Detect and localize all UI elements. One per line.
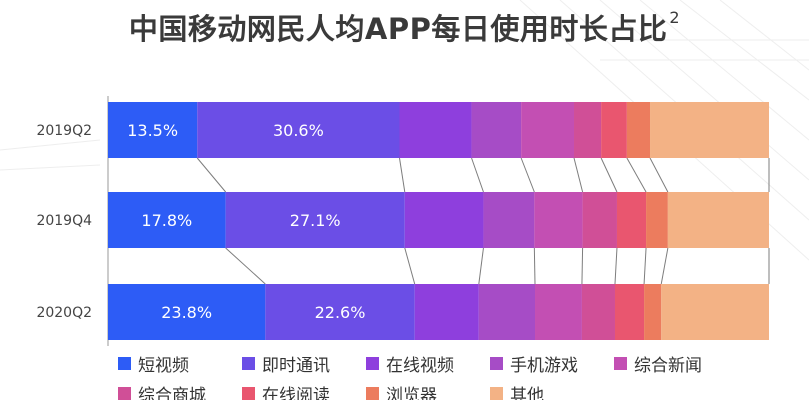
bar-segment <box>534 192 583 248</box>
connector-line <box>626 157 647 193</box>
bar-segment <box>108 192 226 248</box>
connector-line <box>660 247 669 285</box>
stacked-bar-chart: 2019Q2 13.5% 30.6% 2019Q4 17.8% 27.1% 2020Q2 23… <box>36 96 770 346</box>
legend-label: 手机游戏 <box>510 355 578 376</box>
legend-item: 浏览器 <box>366 381 490 400</box>
legend-swatch <box>242 356 255 370</box>
bar-segment <box>581 284 615 340</box>
data-label: 13.5% <box>127 121 178 140</box>
legend-item: 短视频 <box>118 351 242 376</box>
bar-segment <box>601 102 627 158</box>
bar-segment <box>108 284 266 340</box>
legend-swatch <box>118 386 131 400</box>
bar-segment <box>108 102 198 158</box>
data-label: 22.6% <box>315 303 366 322</box>
legend-row: 综合商城 在线阅读 浏览器 其他 <box>118 378 808 400</box>
bar-segment <box>667 192 769 248</box>
bar-segment <box>225 192 405 248</box>
legend-label: 综合商城 <box>138 385 206 400</box>
legend-swatch <box>614 356 627 370</box>
connector-line <box>573 157 584 193</box>
bar-segment <box>582 192 617 248</box>
connector-line <box>520 157 535 193</box>
legend-swatch <box>366 356 379 370</box>
connector-line <box>643 247 647 285</box>
bar-segment <box>265 284 415 340</box>
legend-row: 短视频 即时通讯 在线视频 手机游戏 综合新闻 <box>118 348 808 378</box>
bar-segment <box>521 102 575 158</box>
connector-line <box>225 247 266 285</box>
legend-item: 在线阅读 <box>242 381 366 400</box>
bar-segment <box>644 284 662 340</box>
legend-swatch <box>118 356 131 370</box>
bar-segment <box>616 192 647 248</box>
data-label: 27.1% <box>290 211 341 230</box>
bar-segment <box>483 192 535 248</box>
chart-legend: 短视频 即时通讯 在线视频 手机游戏 综合新闻综合商城 在线阅读 浏览器 其他 <box>118 348 808 400</box>
data-label: 23.8% <box>161 303 212 322</box>
category-label: 2020Q2 <box>36 305 92 321</box>
legend-swatch <box>242 386 255 400</box>
bar-segment <box>404 192 484 248</box>
connector-line <box>614 247 618 285</box>
category-label: 2019Q4 <box>36 213 92 229</box>
legend-swatch <box>490 356 503 370</box>
legend-item: 手机游戏 <box>490 351 614 376</box>
bar-segment <box>574 102 602 158</box>
legend-swatch <box>366 386 379 400</box>
connector-line <box>533 247 536 285</box>
bar-segment <box>478 284 536 340</box>
bar-segment <box>661 284 769 340</box>
legend-label: 浏览器 <box>386 385 437 400</box>
legend-label: 即时通讯 <box>262 355 330 376</box>
legend-item: 综合新闻 <box>614 351 738 376</box>
connector-line <box>196 157 227 193</box>
legend-item: 综合商城 <box>118 381 242 400</box>
legend-swatch <box>490 386 503 400</box>
connector-line <box>581 247 584 285</box>
legend-label: 在线阅读 <box>262 385 330 400</box>
data-label: 17.8% <box>141 211 192 230</box>
bar-segment <box>414 284 479 340</box>
connector-line <box>404 247 416 285</box>
connector-line <box>478 247 484 285</box>
bar-segment <box>399 102 472 158</box>
bar-segment <box>646 192 668 248</box>
bar-segment <box>535 284 582 340</box>
bar-segment <box>614 284 645 340</box>
bar-segment <box>471 102 522 158</box>
legend-label: 其他 <box>510 385 544 400</box>
category-label: 2019Q2 <box>36 123 92 139</box>
legend-label: 短视频 <box>138 355 189 376</box>
connector-line <box>471 157 484 193</box>
chart-title: 中国移动网民人均APP每日使用时长占比 2 <box>128 8 681 46</box>
bar-segment <box>626 102 651 158</box>
bar-segment <box>650 102 769 158</box>
bar-segment <box>197 102 400 158</box>
legend-label: 综合新闻 <box>634 355 702 376</box>
legend-item: 其他 <box>490 381 614 400</box>
connector-line <box>399 157 406 193</box>
data-label: 30.6% <box>273 121 324 140</box>
connector-line <box>600 157 618 193</box>
title-footnote: 2 <box>669 8 681 27</box>
connector-line <box>649 157 669 193</box>
legend-label: 在线视频 <box>386 355 454 376</box>
legend-item: 在线视频 <box>366 351 490 376</box>
legend-item: 即时通讯 <box>242 351 366 376</box>
